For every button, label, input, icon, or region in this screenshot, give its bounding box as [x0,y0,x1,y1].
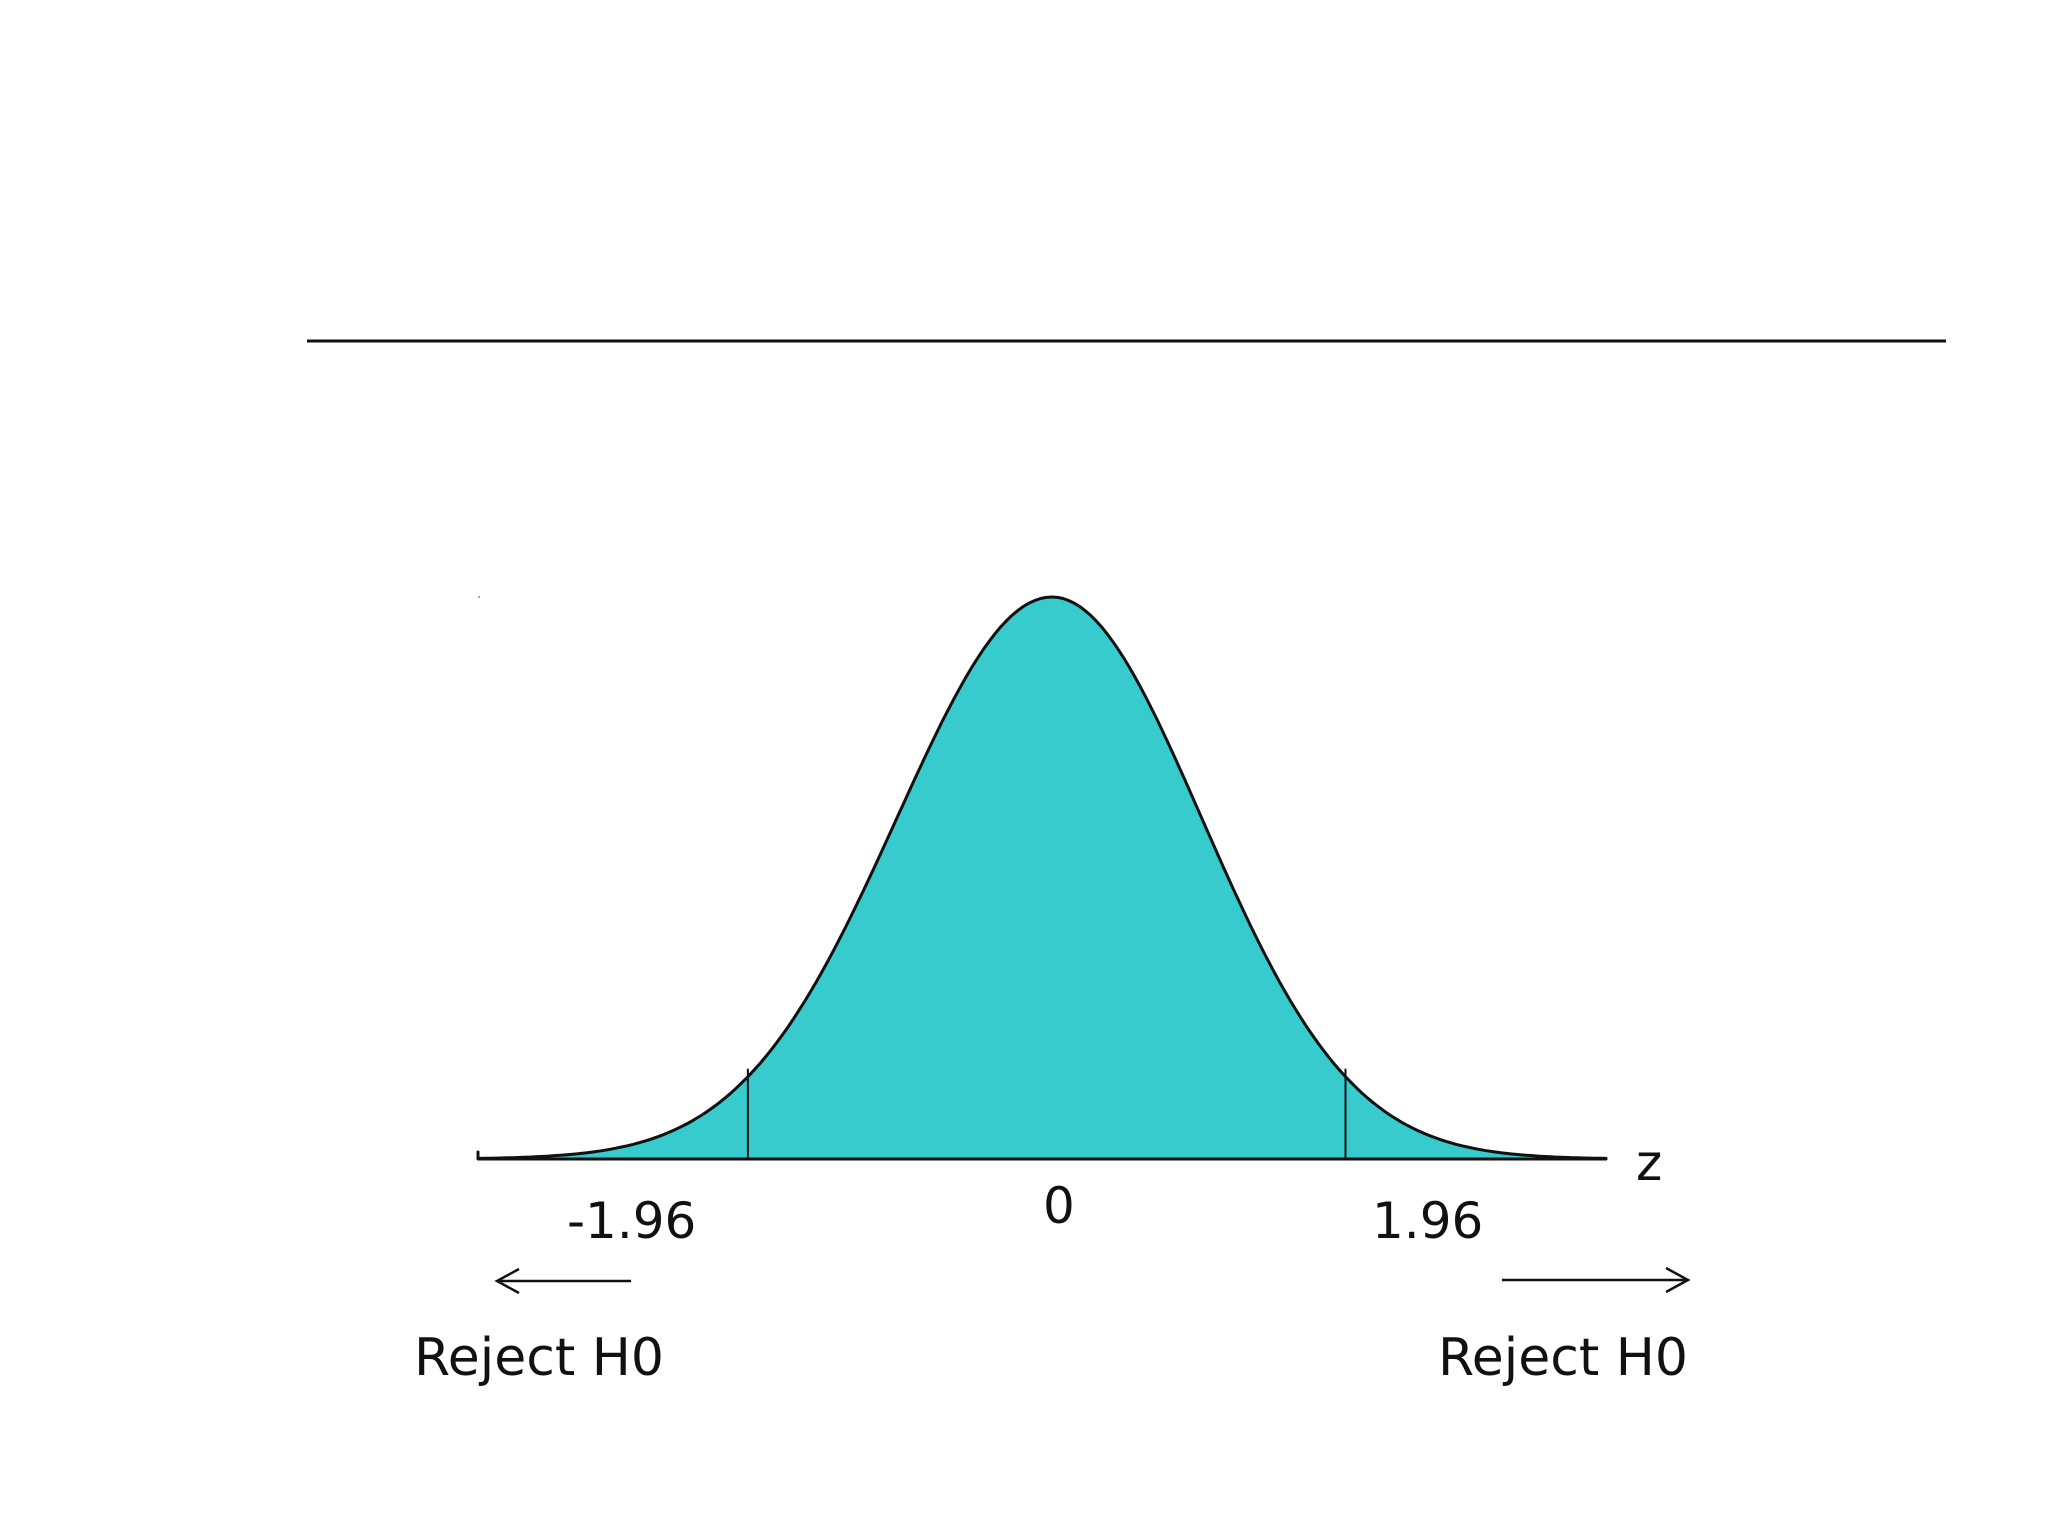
tick-label-right-critical: 1.96 [1372,1192,1484,1250]
tick-label-left-critical: -1.96 [567,1192,697,1250]
right-arrow-icon [1502,1266,1691,1294]
left-arrow-icon [494,1267,631,1295]
z-axis-label: z [1636,1134,1663,1192]
reject-region-label-right: Reject H0 [1438,1328,1688,1388]
reject-region-label-left: Reject H0 [414,1328,664,1388]
normal-curve-area [476,595,1608,1161]
stray-dot [478,596,480,598]
tick-label-center: 0 [1043,1177,1075,1235]
